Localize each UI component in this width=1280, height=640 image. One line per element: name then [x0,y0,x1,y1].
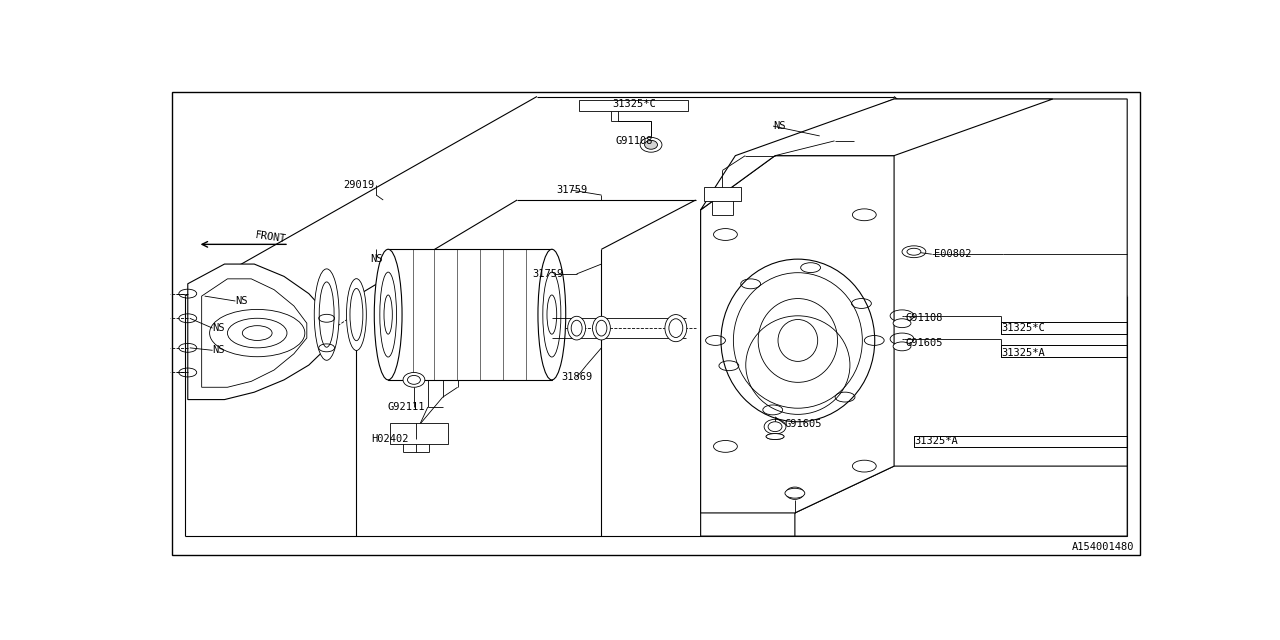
Polygon shape [795,466,1128,536]
Bar [1001,346,1128,357]
Circle shape [242,326,273,340]
Text: 31759: 31759 [532,269,563,279]
Text: NS: NS [212,323,225,333]
Ellipse shape [315,269,339,360]
Bar [579,100,687,111]
Text: 31869: 31869 [561,372,593,383]
Polygon shape [700,99,1128,536]
Ellipse shape [721,259,874,422]
Ellipse shape [568,316,585,340]
Ellipse shape [768,422,782,431]
Text: NS: NS [212,346,225,355]
Text: 31325*A: 31325*A [914,436,957,447]
Circle shape [908,248,920,255]
Text: G91108: G91108 [906,313,943,323]
Text: 31759: 31759 [556,185,588,195]
Ellipse shape [538,249,566,380]
Polygon shape [700,156,895,513]
Text: 29019: 29019 [343,180,374,190]
Polygon shape [188,264,326,399]
Polygon shape [700,99,1053,210]
Text: 31325*C: 31325*C [612,99,657,109]
Circle shape [893,342,911,351]
Bar [388,249,552,380]
Ellipse shape [347,278,366,351]
Text: 31325*A: 31325*A [1001,348,1044,358]
Text: G91605: G91605 [785,419,823,429]
Text: H02402: H02402 [371,434,408,444]
Bar [914,436,1128,447]
Ellipse shape [664,315,687,342]
Text: G91605: G91605 [906,338,943,348]
Ellipse shape [645,140,658,149]
Text: NS: NS [773,121,786,131]
Text: 31325*C: 31325*C [1001,323,1044,333]
Text: NS: NS [236,296,248,306]
Bar [1001,322,1128,334]
Ellipse shape [767,433,783,440]
Text: NS: NS [370,254,383,264]
Text: E00802: E00802 [934,249,972,259]
Circle shape [785,488,805,498]
Ellipse shape [374,249,402,380]
Text: G92111: G92111 [388,402,425,412]
Bar [390,423,448,444]
Ellipse shape [593,316,611,340]
Text: G91108: G91108 [616,136,653,146]
Circle shape [893,319,911,328]
Ellipse shape [403,372,425,387]
Text: FRONT: FRONT [255,230,287,244]
Bar [704,187,741,201]
Text: A154001480: A154001480 [1071,543,1134,552]
